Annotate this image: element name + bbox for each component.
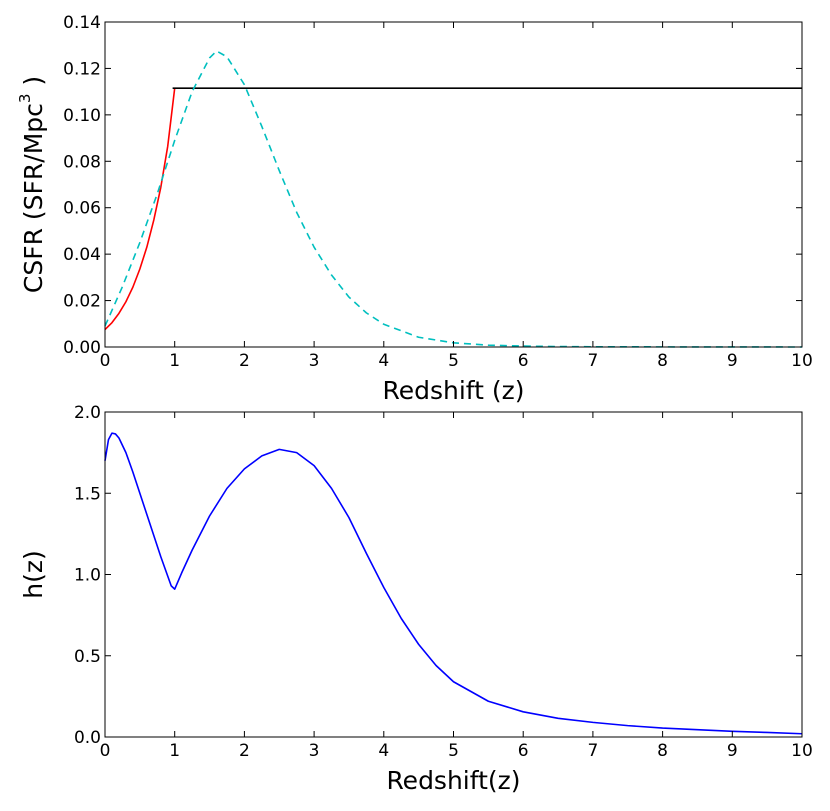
- hz-x-tick-label: 8: [657, 741, 668, 761]
- hz-y-tick-label: 2.0: [74, 403, 101, 423]
- csfr-x-tick-label: 1: [169, 351, 180, 371]
- csfr-y-tick-label: 0.06: [63, 199, 101, 219]
- csfr-x-tick-label: 7: [587, 351, 598, 371]
- hz-panel: 0 1 2 3 4 5 6 7 8 9 100.00.51.01.52.0 Redshift(z) …: [19, 403, 813, 795]
- csfr-y-tick-label: 0.10: [63, 106, 101, 126]
- csfr-y-tick-label: 0.02: [63, 292, 101, 312]
- csfr-x-tick-label: 0: [100, 351, 111, 371]
- csfr-x-tick-label: 9: [727, 351, 738, 371]
- csfr-series-group: [104, 50, 803, 348]
- csfr-x-tick-label: 2: [239, 351, 250, 371]
- csfr-y-axis-label: CSFR (SFR/Mpc3 ): [16, 76, 48, 293]
- csfr-y-tick-label: 0.00: [63, 338, 101, 358]
- hz-x-tick-label: 9: [727, 741, 738, 761]
- csfr-x-tick-label: 4: [378, 351, 389, 371]
- hz-x-tick-label: 7: [587, 741, 598, 761]
- hz-x-tick-label: 6: [518, 741, 529, 761]
- csfr-panel: 0 1 2 3 4 5 6 7 8 9 10 0.00 0.02 0.04 0.06 0.08 0.10 0.12…: [16, 13, 813, 405]
- csfr-x-tick-label: 10: [791, 351, 813, 371]
- csfr-y-tick-label: 0.12: [63, 59, 101, 79]
- hz-x-axis-label: Redshift(z): [386, 766, 520, 795]
- hz-x-tick-label: 1: [169, 741, 180, 761]
- hz-y-tick-label: 0.0: [74, 728, 101, 748]
- hz-ticks: 0 1 2 3 4 5 6 7 8 9 10 0.0 0.5 1.0 1.5 2.0: [74, 403, 813, 761]
- hz-y-axis-label: h(z): [19, 550, 48, 598]
- hz-y-tick-label: 0.5: [74, 647, 101, 667]
- csfr-x-tick-label: 8: [657, 351, 668, 371]
- csfr-series-line-2: [104, 50, 803, 348]
- csfr-series-line-0: [104, 88, 176, 331]
- csfr-y-tick-label: 0.04: [63, 245, 101, 265]
- hz-y-tick-label: 1.0: [74, 566, 101, 586]
- hz-series-line-0: [104, 432, 803, 735]
- csfr-x-tick-label: 6: [518, 351, 529, 371]
- hz-x-tick-label: 0: [100, 741, 111, 761]
- hz-series-group: [104, 432, 803, 735]
- csfr-y-tick-label: 0.14: [63, 13, 101, 33]
- hz-x-tick-label: 5: [448, 741, 459, 761]
- hz-y-tick-label: 1.5: [74, 484, 101, 504]
- hz-x-tick-label: 10: [791, 741, 813, 761]
- csfr-y-tick-label: 0.08: [63, 152, 101, 172]
- hz-x-tick-label: 4: [378, 741, 389, 761]
- csfr-ticks: 0 1 2 3 4 5 6 7 8 9 10 0.00 0.02 0.04 0.06 0.08 0.10 0.12…: [63, 13, 813, 371]
- csfr-x-tick-label: 3: [309, 351, 320, 371]
- csfr-plot-frame: [104, 21, 803, 348]
- csfr-x-axis-label: Redshift (z): [382, 376, 524, 405]
- csfr-x-tick-label: 5: [448, 351, 459, 371]
- hz-x-tick-label: 3: [309, 741, 320, 761]
- hz-plot-frame: [104, 411, 803, 738]
- hz-x-tick-label: 2: [239, 741, 250, 761]
